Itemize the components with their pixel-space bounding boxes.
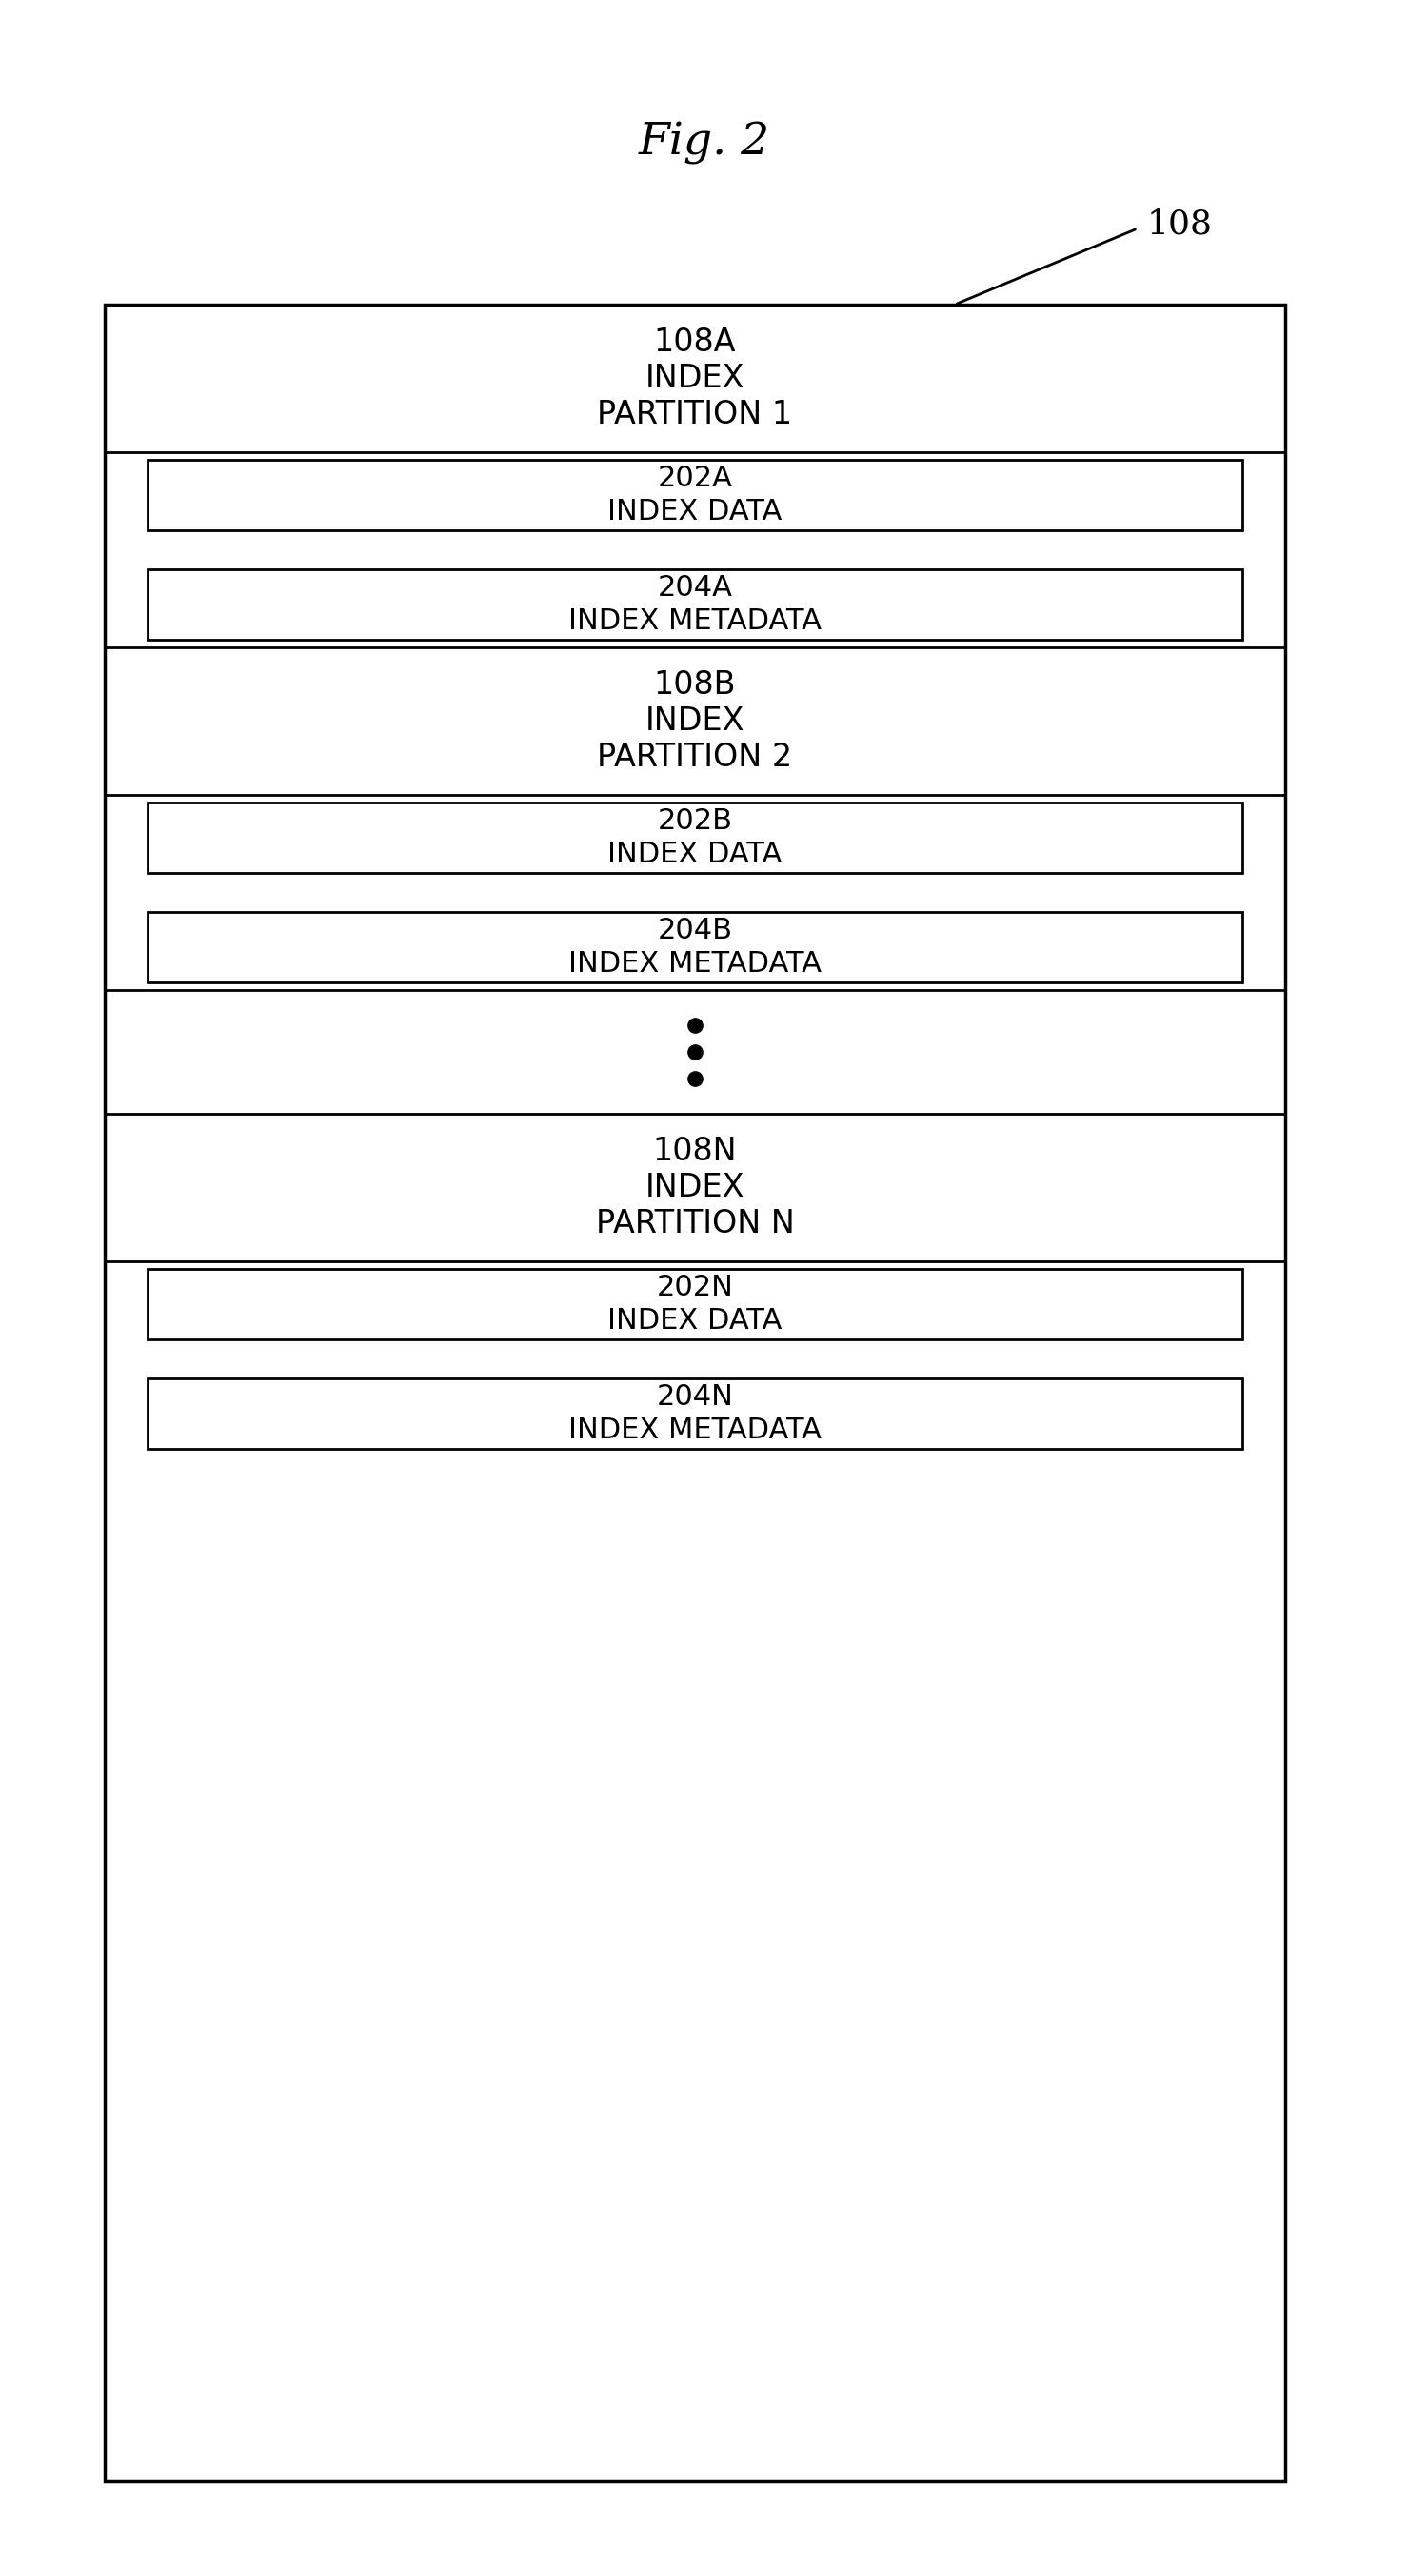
Bar bbox=[104, 304, 1286, 2481]
Text: INDEX METADATA: INDEX METADATA bbox=[569, 1417, 822, 1445]
Text: INDEX DATA: INDEX DATA bbox=[608, 1306, 783, 1334]
Text: PARTITION N: PARTITION N bbox=[596, 1208, 794, 1239]
Text: 204N: 204N bbox=[656, 1383, 734, 1412]
Text: 108N: 108N bbox=[653, 1136, 738, 1167]
Text: 202A: 202A bbox=[658, 464, 732, 492]
Text: INDEX: INDEX bbox=[645, 706, 745, 737]
Text: INDEX METADATA: INDEX METADATA bbox=[569, 951, 822, 979]
Text: PARTITION 2: PARTITION 2 bbox=[597, 742, 793, 773]
Bar bbox=[148, 1378, 1242, 1448]
Text: INDEX METADATA: INDEX METADATA bbox=[569, 608, 822, 634]
Text: 202N: 202N bbox=[656, 1273, 734, 1301]
Text: INDEX: INDEX bbox=[645, 1172, 745, 1203]
Text: 204B: 204B bbox=[658, 917, 732, 945]
Bar bbox=[148, 804, 1242, 873]
Text: PARTITION 1: PARTITION 1 bbox=[597, 399, 793, 430]
Text: 108: 108 bbox=[1148, 209, 1212, 240]
Text: 204A: 204A bbox=[658, 574, 732, 603]
Bar bbox=[148, 912, 1242, 981]
Bar bbox=[148, 569, 1242, 639]
Text: Fig. 2: Fig. 2 bbox=[638, 121, 770, 165]
Text: INDEX: INDEX bbox=[645, 363, 745, 394]
Text: 202B: 202B bbox=[658, 806, 732, 835]
Bar bbox=[148, 1270, 1242, 1340]
Text: 108B: 108B bbox=[653, 670, 736, 701]
Text: INDEX DATA: INDEX DATA bbox=[608, 497, 783, 526]
Text: INDEX DATA: INDEX DATA bbox=[608, 840, 783, 868]
Bar bbox=[148, 459, 1242, 531]
Text: 108A: 108A bbox=[653, 327, 736, 358]
